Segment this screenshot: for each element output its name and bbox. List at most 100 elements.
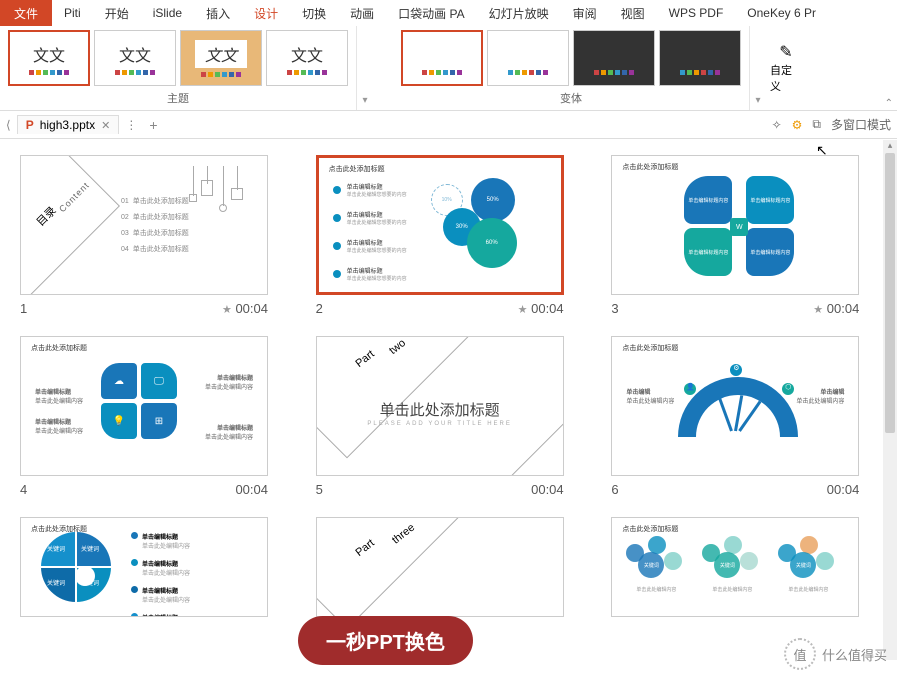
customize-button[interactable]: ✎ 自定义 [766, 26, 806, 110]
slide1-decoration [187, 166, 247, 236]
slide5-title: 单击此处添加标题 [317, 399, 563, 420]
theme-thumb-4[interactable]: 文文 [266, 30, 348, 86]
slide-cell-3: 点击此处添加标题 单击编辑标题内容 单击编辑标题内容 单击编辑标题内容 单击编辑… [611, 155, 877, 316]
slide2-bullets: 单击编辑标题单击此处编辑您想要的内容 单击编辑标题单击此处编辑您想要的内容 单击… [333, 182, 407, 294]
new-tab-button[interactable]: + [143, 117, 163, 133]
watermark-text: 什么值得买 [822, 645, 887, 664]
theme-text: 文文 [291, 42, 323, 66]
theme-thumb-2[interactable]: 文文 [94, 30, 176, 86]
slide-number: 3 [611, 301, 618, 316]
document-tab[interactable]: P high3.pptx ✕ [17, 115, 120, 134]
slide-number: 4 [20, 482, 27, 497]
star-icon[interactable]: ✧ [772, 118, 782, 132]
slide3-corner: 点击此处添加标题 [622, 162, 678, 172]
theme-group: 文文 文文 文文 文文 主题 [0, 26, 357, 110]
multiwindow-label[interactable]: 多窗口模式 [831, 116, 891, 133]
tab-design[interactable]: 设计 [242, 1, 290, 26]
slide-thumb-7[interactable]: 点击此处添加标题 关键词 关键词 关键词 关键词 单击编辑标题单击此处编辑内容 … [20, 517, 268, 617]
customize-icon: ✎ [779, 42, 792, 62]
variant-group: 变体 [393, 26, 750, 110]
slide5-sub: PLEASE ADD YOUR TITLE HERE [317, 421, 563, 427]
customize-label: 自定义 [770, 62, 802, 94]
slide-cell-9: 点击此处添加标题 关键词 单击此处编辑内容 关键词 单击此处编辑 [611, 517, 877, 617]
menu-bar: 文件 Piti 开始 iSlide 插入 设计 切换 动画 口袋动画 PA 幻灯… [0, 0, 897, 26]
ribbon: 文文 文文 文文 文文 主题 ▾ 变体 ▾ ✎ 自定义 [0, 26, 897, 111]
tab-animation[interactable]: 动画 [338, 1, 386, 26]
slide4-left-text2: 单击编辑标题单击此处编辑内容 [35, 417, 83, 435]
slide-thumb-6[interactable]: 点击此处添加标题 单击编辑单击此处编辑内容 👤 ⚙ ⬡ 单击编辑单击此处编辑内容 [611, 336, 859, 476]
document-tabbar: ⟨ P high3.pptx ✕ ⋮ + ✧ ⚙ ⧉ 多窗口模式 [0, 111, 897, 139]
slide-thumb-2[interactable]: 点击此处添加标题 单击编辑标题单击此处编辑您想要的内容 单击编辑标题单击此处编辑… [316, 155, 564, 295]
tab-review[interactable]: 审阅 [561, 1, 609, 26]
overlay-banner: 一秒PPT换色 [298, 616, 473, 665]
slide6-left: 单击编辑单击此处编辑内容 [626, 387, 674, 405]
variant-thumb-2[interactable] [487, 30, 569, 86]
slide-cell-5: Part two 单击此处添加标题 PLEASE ADD YOUR TITLE … [316, 336, 582, 497]
theme-group-label: 主题 [167, 90, 189, 106]
tab-slideshow[interactable]: 幻灯片放映 [477, 1, 561, 26]
theme-thumb-1[interactable]: 文文 [8, 30, 90, 86]
tab-wpspdf[interactable]: WPS PDF [657, 2, 736, 24]
watermark-badge: 值 [784, 638, 816, 670]
gear-icon[interactable]: ⚙ [792, 118, 803, 132]
theme-text: 文文 [119, 42, 151, 66]
slide6-corner: 点击此处添加标题 [622, 343, 678, 353]
slide-sorter: 目录 Content 01单击此处添加标题 02单击此处添加标题 03单击此处添… [0, 139, 897, 659]
slide-time: 00:04 [531, 301, 564, 316]
nav-back-icon[interactable]: ⟨ [6, 118, 11, 132]
slide-number: 6 [611, 482, 618, 497]
slide6-gauge: 👤 ⚙ ⬡ [668, 367, 808, 437]
slide-time: 00:04 [531, 482, 564, 497]
slide6-right: 单击编辑单击此处编辑内容 [796, 387, 844, 405]
scroll-thumb[interactable] [885, 153, 895, 433]
ppt-icon: P [26, 118, 34, 132]
tab-pocket-anim[interactable]: 口袋动画 PA [386, 1, 476, 26]
star-icon: ★ [518, 304, 528, 316]
multiwindow-icon[interactable]: ⧉ [812, 117, 821, 132]
slide-thumb-1[interactable]: 目录 Content 01单击此处添加标题 02单击此处添加标题 03单击此处添… [20, 155, 268, 295]
slide3-petals: 单击编辑标题内容 单击编辑标题内容 单击编辑标题内容 单击编辑标题内容 W [684, 176, 794, 276]
tab-onekey[interactable]: OneKey 6 Pr [735, 2, 828, 24]
slide-cell-8: Part three [316, 517, 582, 617]
slide-thumb-9[interactable]: 点击此处添加标题 关键词 单击此处编辑内容 关键词 单击此处编辑 [611, 517, 859, 617]
slide-time: 00:04 [235, 301, 268, 316]
variant-thumb-1[interactable] [401, 30, 483, 86]
star-icon: ★ [222, 304, 232, 316]
slide-time: 00:04 [827, 482, 860, 497]
slide4-shape: ☁ 🖵 💡 ⊞ [101, 363, 177, 439]
tab-piti[interactable]: Piti [52, 2, 93, 24]
slide7-pie: 关键词 关键词 关键词 关键词 [41, 532, 111, 602]
slide-cell-4: 点击此处添加标题 单击编辑标题单击此处编辑内容 单击编辑标题单击此处编辑内容 ☁… [20, 336, 286, 497]
variant-more[interactable]: ▾ [750, 26, 766, 110]
tab-transition[interactable]: 切换 [290, 1, 338, 26]
tab-home[interactable]: 开始 [93, 1, 141, 26]
star-icon: ★ [813, 304, 823, 316]
slide2-corner: 点击此处添加标题 [329, 164, 385, 174]
tab-view[interactable]: 视图 [609, 1, 657, 26]
theme-more[interactable]: ▾ [357, 26, 373, 110]
slide-number: 2 [316, 301, 323, 316]
slide-thumb-3[interactable]: 点击此处添加标题 单击编辑标题内容 单击编辑标题内容 单击编辑标题内容 单击编辑… [611, 155, 859, 295]
scroll-up-icon[interactable]: ▴ [883, 140, 897, 151]
theme-thumb-3[interactable]: 文文 [180, 30, 262, 86]
slide-cell-7: 点击此处添加标题 关键词 关键词 关键词 关键词 单击编辑标题单击此处编辑内容 … [20, 517, 286, 617]
slide-number: 5 [316, 482, 323, 497]
file-menu[interactable]: 文件 [0, 0, 52, 26]
vertical-scrollbar[interactable]: ▴ [883, 140, 897, 660]
tab-insert[interactable]: 插入 [194, 1, 242, 26]
variant-thumb-4[interactable] [659, 30, 741, 86]
tab-islide[interactable]: iSlide [141, 2, 194, 24]
slide-thumb-4[interactable]: 点击此处添加标题 单击编辑标题单击此处编辑内容 单击编辑标题单击此处编辑内容 ☁… [20, 336, 268, 476]
variant-thumb-3[interactable] [573, 30, 655, 86]
ribbon-collapse[interactable]: ⌃ [885, 98, 893, 109]
slide-cell-6: 点击此处添加标题 单击编辑单击此处编辑内容 👤 ⚙ ⬡ 单击编辑单击此处编辑内容… [611, 336, 877, 497]
slide-cell-1: 目录 Content 01单击此处添加标题 02单击此处添加标题 03单击此处添… [20, 155, 286, 316]
close-tab-icon[interactable]: ✕ [101, 119, 110, 132]
tab-menu-icon[interactable]: ⋮ [125, 118, 137, 132]
slide-time: 00:04 [235, 482, 268, 497]
slide-thumb-5[interactable]: Part two 单击此处添加标题 PLEASE ADD YOUR TITLE … [316, 336, 564, 476]
slide-thumb-8[interactable]: Part three [316, 517, 564, 617]
slide1-list: 01单击此处添加标题 02单击此处添加标题 03单击此处添加标题 04单击此处添… [121, 194, 193, 258]
document-filename: high3.pptx [40, 118, 95, 132]
theme-text: 文文 [33, 42, 65, 66]
